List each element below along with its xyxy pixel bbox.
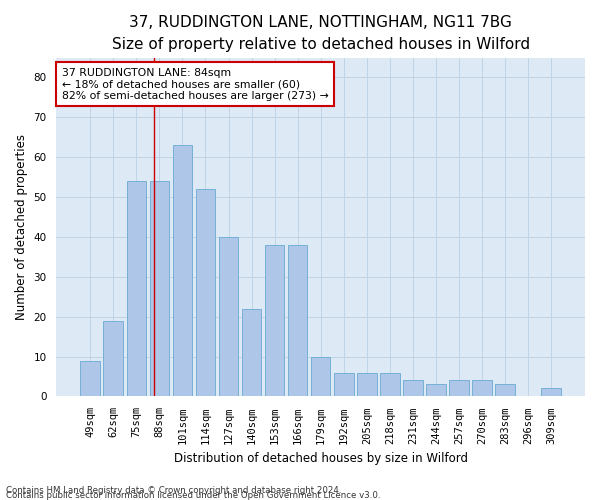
Bar [173, 146, 192, 396]
Text: Contains public sector information licensed under the Open Government Licence v3: Contains public sector information licen… [6, 491, 380, 500]
Bar [149, 181, 169, 396]
Bar [403, 380, 422, 396]
Bar [288, 245, 307, 396]
Bar [196, 189, 215, 396]
Bar [380, 372, 400, 396]
Bar [80, 360, 100, 396]
Bar [541, 388, 561, 396]
Bar [311, 356, 331, 397]
Bar [242, 308, 262, 396]
Bar [357, 372, 377, 396]
Text: 37 RUDDINGTON LANE: 84sqm
← 18% of detached houses are smaller (60)
82% of semi-: 37 RUDDINGTON LANE: 84sqm ← 18% of detac… [62, 68, 328, 101]
Bar [103, 320, 123, 396]
Bar [426, 384, 446, 396]
Bar [472, 380, 492, 396]
Title: 37, RUDDINGTON LANE, NOTTINGHAM, NG11 7BG
Size of property relative to detached : 37, RUDDINGTON LANE, NOTTINGHAM, NG11 7B… [112, 15, 530, 52]
X-axis label: Distribution of detached houses by size in Wilford: Distribution of detached houses by size … [174, 452, 468, 465]
Text: Contains HM Land Registry data © Crown copyright and database right 2024.: Contains HM Land Registry data © Crown c… [6, 486, 341, 495]
Bar [265, 245, 284, 396]
Bar [127, 181, 146, 396]
Bar [334, 372, 353, 396]
Bar [495, 384, 515, 396]
Bar [449, 380, 469, 396]
Bar [219, 237, 238, 396]
Y-axis label: Number of detached properties: Number of detached properties [15, 134, 28, 320]
